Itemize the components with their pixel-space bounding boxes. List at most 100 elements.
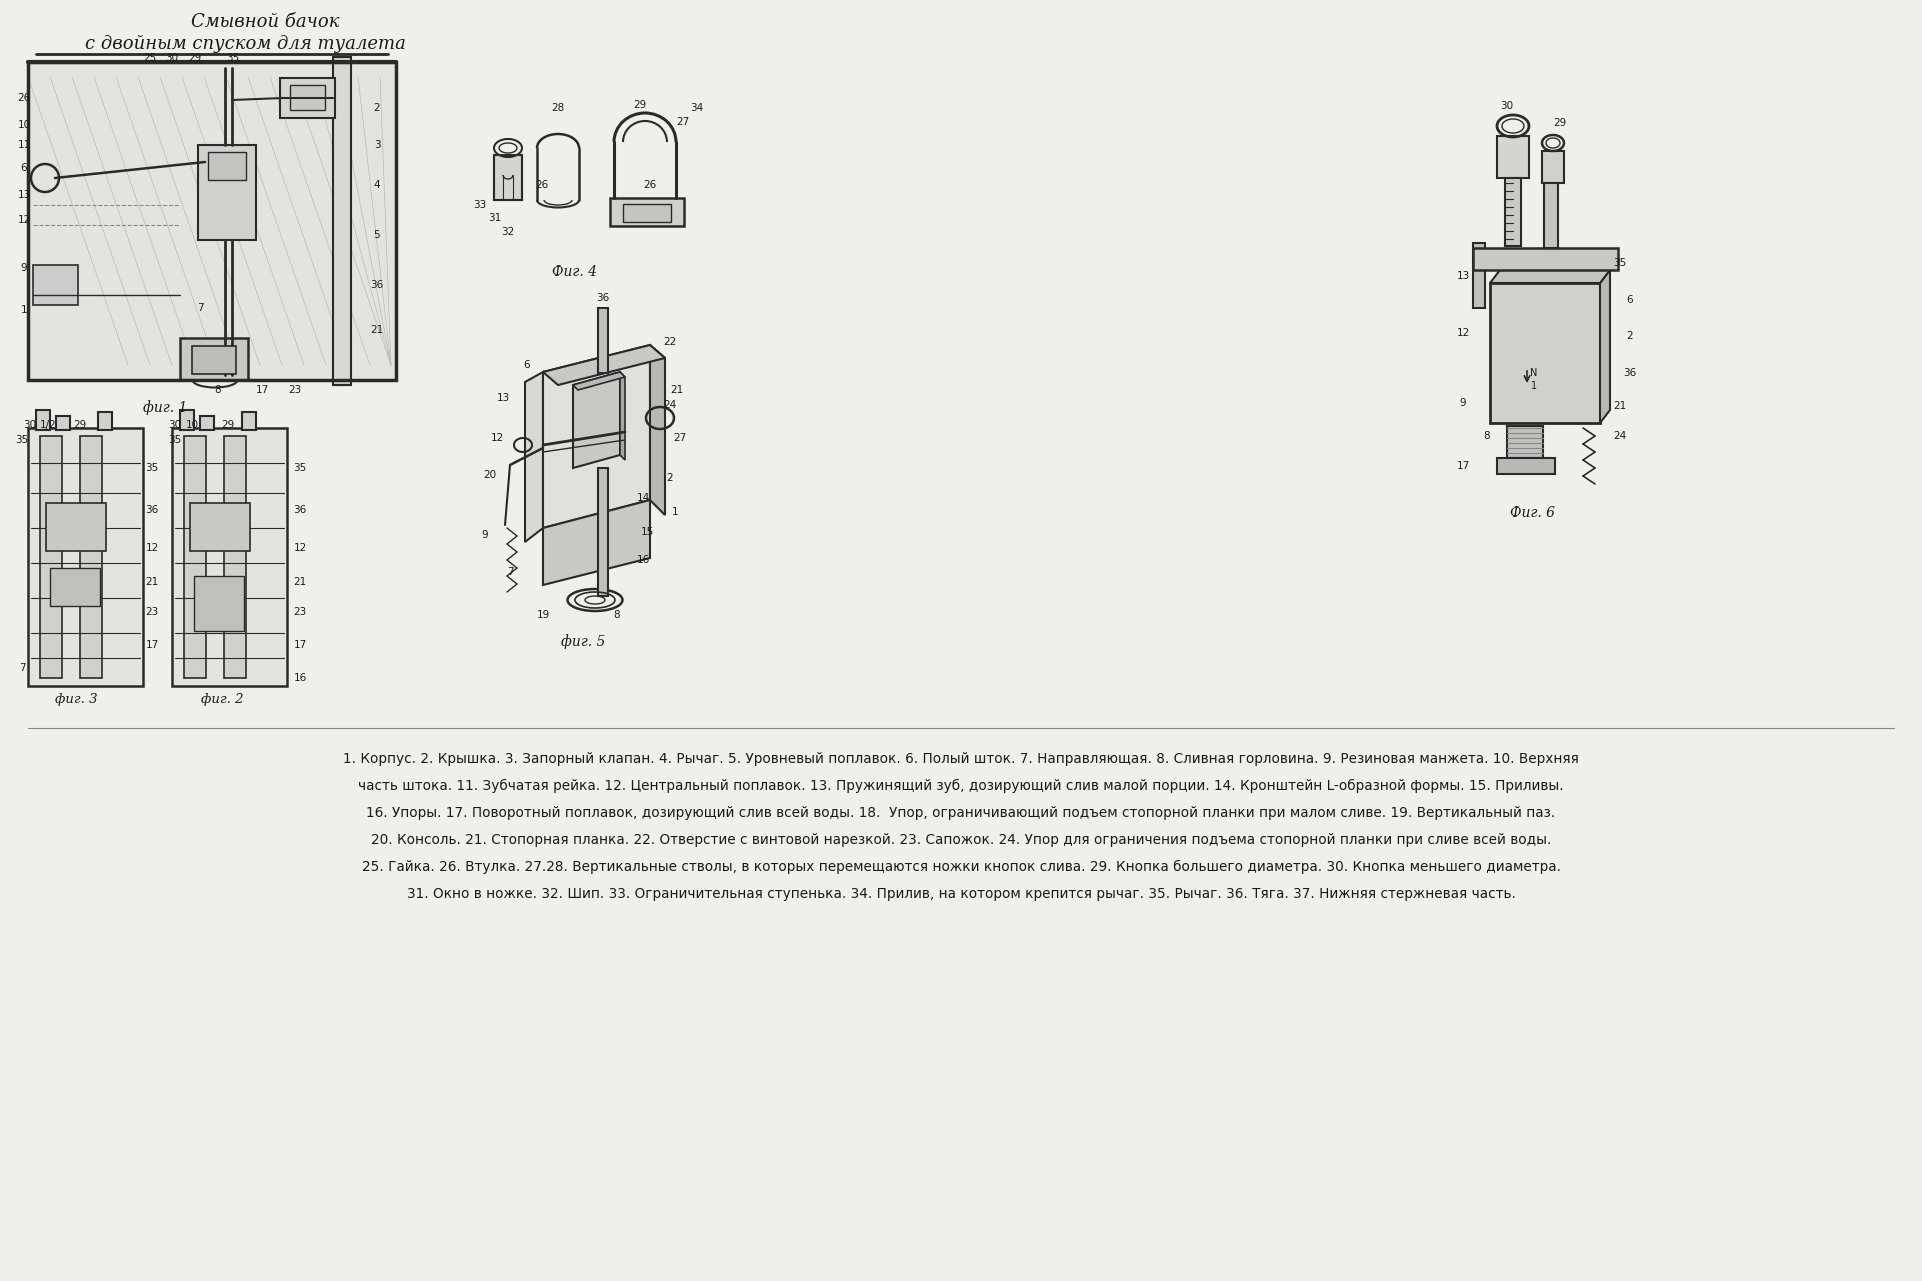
Bar (281, 78, 334, 118)
Text: 7: 7 (196, 304, 204, 313)
Text: 20: 20 (484, 470, 496, 480)
Text: 36: 36 (371, 281, 384, 290)
Polygon shape (573, 371, 621, 468)
Text: 25: 25 (144, 53, 156, 63)
Text: 30: 30 (23, 420, 37, 430)
Polygon shape (525, 371, 544, 542)
Text: с двойным спуском для туалета: с двойным спуском для туалета (85, 35, 406, 53)
Text: 7: 7 (19, 664, 25, 673)
Text: 20. Консоль. 21. Стопорная планка. 22. Отверстие с винтовой нарезкой. 23. Сапожо: 20. Консоль. 21. Стопорная планка. 22. О… (371, 833, 1551, 847)
Text: 36: 36 (596, 293, 609, 304)
Text: 17: 17 (294, 640, 308, 649)
Text: 9: 9 (21, 263, 27, 273)
Bar (29, 61, 396, 380)
Text: 13: 13 (17, 190, 31, 200)
Bar (290, 85, 325, 110)
Text: 13: 13 (496, 393, 509, 404)
Text: 36: 36 (1624, 368, 1638, 378)
Bar (200, 416, 213, 430)
Bar (623, 204, 671, 222)
Text: 7: 7 (507, 567, 513, 576)
Text: Фиг. 4: Фиг. 4 (552, 265, 598, 279)
Polygon shape (573, 371, 625, 389)
Text: 30: 30 (165, 53, 179, 63)
Text: 12: 12 (146, 543, 160, 553)
Text: 10: 10 (17, 120, 31, 129)
Text: 14: 14 (636, 493, 650, 503)
Bar (1543, 183, 1559, 249)
Bar (1472, 243, 1486, 307)
Text: фиг. 3: фиг. 3 (54, 693, 98, 707)
Text: 24: 24 (1613, 430, 1626, 441)
Text: 1/2: 1/2 (40, 420, 56, 430)
Text: 22: 22 (663, 337, 677, 347)
Text: 36: 36 (146, 505, 160, 515)
Text: 11: 11 (17, 140, 31, 150)
Text: 32: 32 (502, 227, 515, 237)
Text: 8: 8 (613, 610, 621, 620)
Bar (1497, 459, 1555, 474)
Text: 35: 35 (15, 436, 29, 445)
Text: Фиг. 6: Фиг. 6 (1511, 506, 1555, 520)
Polygon shape (1490, 283, 1599, 423)
Text: 31. Окно в ножке. 32. Шип. 33. Ограничительная ступенька. 34. Прилив, на котором: 31. Окно в ножке. 32. Шип. 33. Ограничит… (407, 886, 1515, 901)
Text: 21: 21 (294, 576, 308, 587)
Bar (1541, 151, 1565, 183)
Text: 35: 35 (227, 53, 240, 63)
Polygon shape (1599, 270, 1611, 423)
Bar (1472, 249, 1618, 270)
Bar (40, 436, 62, 678)
Bar (1497, 136, 1530, 178)
Text: 9: 9 (482, 530, 488, 541)
Text: 10: 10 (185, 420, 198, 430)
Polygon shape (621, 371, 625, 460)
Text: 24: 24 (663, 400, 677, 410)
Text: 35: 35 (146, 462, 160, 473)
Polygon shape (544, 345, 650, 528)
Text: 26: 26 (17, 94, 31, 102)
Text: 13: 13 (1457, 272, 1470, 281)
Bar (181, 338, 248, 380)
Text: 27: 27 (673, 433, 686, 443)
Bar (598, 468, 607, 596)
Text: 1. Корпус. 2. Крышка. 3. Запорный клапан. 4. Рычаг. 5. Уровневый поплавок. 6. По: 1. Корпус. 2. Крышка. 3. Запорный клапан… (342, 752, 1580, 766)
Text: 21: 21 (671, 386, 684, 395)
Text: 9: 9 (1459, 398, 1466, 409)
Bar (1507, 427, 1543, 459)
Text: 26: 26 (536, 181, 548, 190)
Text: 35: 35 (294, 462, 308, 473)
Bar (198, 145, 256, 240)
Bar (1505, 178, 1520, 246)
Text: 3: 3 (373, 140, 381, 150)
Text: 2: 2 (373, 102, 381, 113)
Bar (333, 56, 352, 386)
Text: фиг. 1: фиг. 1 (142, 401, 186, 415)
Bar (609, 199, 684, 225)
Text: 34: 34 (690, 102, 703, 113)
Bar (37, 410, 50, 430)
Text: 6: 6 (1626, 295, 1634, 305)
Text: 19: 19 (536, 610, 550, 620)
Bar (33, 265, 79, 305)
Bar (242, 412, 256, 430)
Text: фиг. 2: фиг. 2 (200, 693, 244, 707)
Text: 27: 27 (677, 117, 690, 127)
Text: 30: 30 (169, 420, 181, 430)
Bar (185, 436, 206, 678)
Bar (29, 428, 142, 687)
Text: 4: 4 (373, 181, 381, 190)
Text: 12: 12 (294, 543, 308, 553)
Bar (29, 61, 396, 380)
Bar (225, 436, 246, 678)
Text: 29: 29 (634, 100, 646, 110)
Text: 28: 28 (552, 102, 565, 113)
Text: фиг. 5: фиг. 5 (561, 634, 605, 649)
Text: 1: 1 (21, 305, 27, 315)
Text: 29: 29 (73, 420, 86, 430)
Bar (494, 155, 523, 200)
Text: 17: 17 (256, 386, 269, 395)
Text: 8: 8 (215, 386, 221, 395)
Text: 1: 1 (671, 507, 678, 518)
Text: Смывной бачок: Смывной бачок (190, 13, 340, 31)
Text: 16. Упоры. 17. Поворотный поплавок, дозирующий слив всей воды. 18.  Упор, ограни: 16. Упоры. 17. Поворотный поплавок, дози… (367, 806, 1555, 820)
